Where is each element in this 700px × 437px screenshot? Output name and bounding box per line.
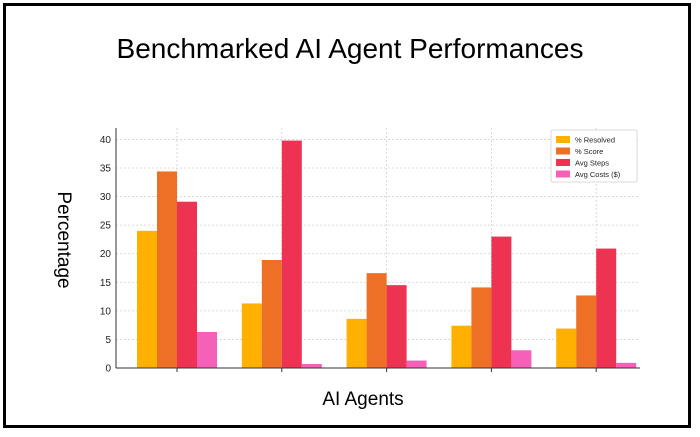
legend-label: % Resolved <box>575 136 615 145</box>
legend-label: Avg Costs ($) <box>575 170 621 179</box>
y-tick-label: 15 <box>100 278 112 289</box>
legend-label: % Score <box>575 147 603 156</box>
bar <box>301 364 322 368</box>
bar <box>511 350 532 368</box>
bar <box>366 273 387 368</box>
bar <box>197 332 217 368</box>
bar <box>471 287 492 368</box>
bar <box>616 362 637 368</box>
bar <box>346 318 367 368</box>
y-tick-label: 35 <box>100 164 112 175</box>
legend-box <box>550 129 638 183</box>
bar <box>261 260 282 368</box>
y-tick-label: 5 <box>105 335 111 346</box>
y-tick-label: 10 <box>100 306 112 317</box>
bar <box>157 171 177 368</box>
legend-swatch <box>556 170 570 178</box>
legend-label: Avg Steps <box>575 159 609 168</box>
y-axis-label: Percentage <box>53 191 74 288</box>
y-tick-label: 30 <box>100 192 112 203</box>
bar <box>281 140 302 368</box>
bar <box>451 325 472 368</box>
bar <box>406 360 427 368</box>
y-tick-label: 25 <box>100 221 112 232</box>
y-tick-label: 0 <box>105 364 111 375</box>
bar <box>596 248 617 368</box>
legend-swatch <box>556 159 570 166</box>
bar <box>491 236 512 368</box>
y-tick-label: 20 <box>100 249 112 260</box>
bar <box>576 295 597 368</box>
bar <box>386 285 407 368</box>
y-tick-label: 40 <box>100 135 112 146</box>
bar <box>177 201 197 368</box>
bar <box>241 303 262 368</box>
bar <box>556 328 577 368</box>
chart-title: Benchmarked AI Agent Performances <box>117 33 584 64</box>
x-axis-label: AI Agents <box>322 389 403 410</box>
legend-swatch <box>556 136 570 143</box>
bar <box>137 230 157 368</box>
legend-swatch <box>556 147 570 155</box>
plot-area: 0 5 10 15 20 25 30 35 40 % Resolved % Score Avg Ste… <box>100 128 640 375</box>
